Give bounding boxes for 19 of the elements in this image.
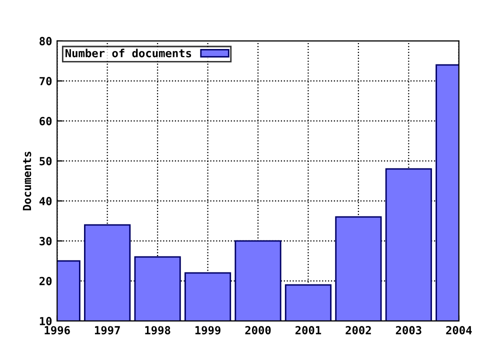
y-tick-label: 50 [40, 156, 52, 166]
x-tick-label: 2001 [295, 326, 322, 334]
legend-label: Number of documents [66, 48, 192, 58]
y-axis-title: Documents [22, 152, 32, 210]
x-tick-label: 2004 [446, 326, 472, 334]
y-tick-label: 80 [40, 36, 52, 46]
x-tick-label: 2003 [396, 326, 422, 334]
y-tick-label: 30 [40, 236, 52, 246]
x-tick-label: 2000 [245, 326, 271, 334]
x-tick-label: 1998 [145, 326, 170, 334]
y-tick-label: 40 [39, 196, 52, 206]
x-tick-label: 1997 [94, 326, 120, 334]
y-tick-label: 70 [40, 76, 52, 86]
y-tick-label: 20 [40, 276, 52, 286]
y-tick-label: 10 [40, 316, 52, 326]
x-tick-label: 1996 [44, 326, 70, 334]
x-tick-label: 1999 [195, 326, 220, 334]
x-tick-label: 2002 [346, 326, 371, 334]
y-tick-label: 60 [40, 116, 52, 126]
